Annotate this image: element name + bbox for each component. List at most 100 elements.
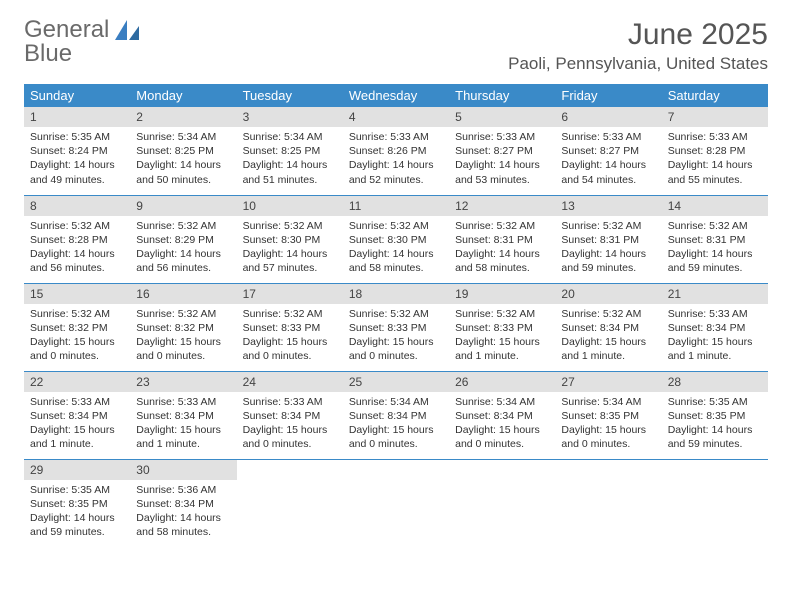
day-number: 2 bbox=[130, 107, 236, 127]
calendar-cell: .. bbox=[449, 459, 555, 547]
sunrise-line: Sunrise: 5:33 AM bbox=[455, 130, 549, 144]
calendar-cell: 23Sunrise: 5:33 AMSunset: 8:34 PMDayligh… bbox=[130, 371, 236, 459]
daylight-line: Daylight: 14 hours and 58 minutes. bbox=[455, 247, 549, 275]
sunset-line: Sunset: 8:34 PM bbox=[349, 409, 443, 423]
daylight-line: Daylight: 15 hours and 1 minute. bbox=[136, 423, 230, 451]
day-details: Sunrise: 5:35 AMSunset: 8:35 PMDaylight:… bbox=[24, 480, 130, 546]
sunrise-line: Sunrise: 5:32 AM bbox=[349, 307, 443, 321]
calendar-cell: 4Sunrise: 5:33 AMSunset: 8:26 PMDaylight… bbox=[343, 107, 449, 195]
sunrise-line: Sunrise: 5:34 AM bbox=[561, 395, 655, 409]
sunset-line: Sunset: 8:34 PM bbox=[668, 321, 762, 335]
sunrise-line: Sunrise: 5:32 AM bbox=[243, 219, 337, 233]
weekday-header: Sunday bbox=[24, 84, 130, 107]
sunrise-line: Sunrise: 5:32 AM bbox=[561, 219, 655, 233]
daylight-line: Daylight: 15 hours and 1 minute. bbox=[668, 335, 762, 363]
month-title: June 2025 bbox=[508, 18, 768, 52]
sunrise-line: Sunrise: 5:35 AM bbox=[668, 395, 762, 409]
sunrise-line: Sunrise: 5:33 AM bbox=[668, 307, 762, 321]
sunrise-line: Sunrise: 5:32 AM bbox=[455, 219, 549, 233]
calendar-cell: 20Sunrise: 5:32 AMSunset: 8:34 PMDayligh… bbox=[555, 283, 661, 371]
calendar-cell: .. bbox=[662, 459, 768, 547]
calendar-cell: 24Sunrise: 5:33 AMSunset: 8:34 PMDayligh… bbox=[237, 371, 343, 459]
sunrise-line: Sunrise: 5:34 AM bbox=[349, 395, 443, 409]
weekday-header: Thursday bbox=[449, 84, 555, 107]
daylight-line: Daylight: 15 hours and 0 minutes. bbox=[243, 423, 337, 451]
sunset-line: Sunset: 8:32 PM bbox=[136, 321, 230, 335]
weekday-header: Wednesday bbox=[343, 84, 449, 107]
calendar-cell: .. bbox=[555, 459, 661, 547]
calendar-cell: 13Sunrise: 5:32 AMSunset: 8:31 PMDayligh… bbox=[555, 195, 661, 283]
calendar-cell: 16Sunrise: 5:32 AMSunset: 8:32 PMDayligh… bbox=[130, 283, 236, 371]
calendar-week-row: 8Sunrise: 5:32 AMSunset: 8:28 PMDaylight… bbox=[24, 195, 768, 283]
sunset-line: Sunset: 8:34 PM bbox=[455, 409, 549, 423]
calendar-cell: 30Sunrise: 5:36 AMSunset: 8:34 PMDayligh… bbox=[130, 459, 236, 547]
brand-logo: General Blue bbox=[24, 18, 141, 66]
day-details: Sunrise: 5:32 AMSunset: 8:31 PMDaylight:… bbox=[662, 216, 768, 282]
daylight-line: Daylight: 15 hours and 1 minute. bbox=[455, 335, 549, 363]
daylight-line: Daylight: 14 hours and 50 minutes. bbox=[136, 158, 230, 186]
sunset-line: Sunset: 8:34 PM bbox=[561, 321, 655, 335]
sunrise-line: Sunrise: 5:32 AM bbox=[561, 307, 655, 321]
day-details: Sunrise: 5:34 AMSunset: 8:34 PMDaylight:… bbox=[449, 392, 555, 458]
calendar-cell: 1Sunrise: 5:35 AMSunset: 8:24 PMDaylight… bbox=[24, 107, 130, 195]
sunset-line: Sunset: 8:28 PM bbox=[30, 233, 124, 247]
day-number: 17 bbox=[237, 284, 343, 304]
day-number: 10 bbox=[237, 196, 343, 216]
brand-part2: Blue bbox=[24, 40, 72, 67]
calendar-cell: 27Sunrise: 5:34 AMSunset: 8:35 PMDayligh… bbox=[555, 371, 661, 459]
day-details: Sunrise: 5:34 AMSunset: 8:34 PMDaylight:… bbox=[343, 392, 449, 458]
day-number: 9 bbox=[130, 196, 236, 216]
day-details: Sunrise: 5:33 AMSunset: 8:27 PMDaylight:… bbox=[555, 127, 661, 193]
day-details: Sunrise: 5:33 AMSunset: 8:26 PMDaylight:… bbox=[343, 127, 449, 193]
daylight-line: Daylight: 15 hours and 0 minutes. bbox=[455, 423, 549, 451]
day-number: 25 bbox=[343, 372, 449, 392]
sunrise-line: Sunrise: 5:33 AM bbox=[30, 395, 124, 409]
calendar-week-row: 22Sunrise: 5:33 AMSunset: 8:34 PMDayligh… bbox=[24, 371, 768, 459]
day-details: Sunrise: 5:32 AMSunset: 8:34 PMDaylight:… bbox=[555, 304, 661, 370]
day-number: 4 bbox=[343, 107, 449, 127]
sunset-line: Sunset: 8:34 PM bbox=[30, 409, 124, 423]
day-details: Sunrise: 5:33 AMSunset: 8:34 PMDaylight:… bbox=[662, 304, 768, 370]
calendar-cell: 12Sunrise: 5:32 AMSunset: 8:31 PMDayligh… bbox=[449, 195, 555, 283]
calendar-cell: 9Sunrise: 5:32 AMSunset: 8:29 PMDaylight… bbox=[130, 195, 236, 283]
sunset-line: Sunset: 8:28 PM bbox=[668, 144, 762, 158]
calendar-cell: 17Sunrise: 5:32 AMSunset: 8:33 PMDayligh… bbox=[237, 283, 343, 371]
sunset-line: Sunset: 8:24 PM bbox=[30, 144, 124, 158]
day-number: 3 bbox=[237, 107, 343, 127]
calendar-table: SundayMondayTuesdayWednesdayThursdayFrid… bbox=[24, 84, 768, 547]
day-details: Sunrise: 5:33 AMSunset: 8:34 PMDaylight:… bbox=[24, 392, 130, 458]
calendar-cell: 21Sunrise: 5:33 AMSunset: 8:34 PMDayligh… bbox=[662, 283, 768, 371]
day-details: Sunrise: 5:32 AMSunset: 8:30 PMDaylight:… bbox=[237, 216, 343, 282]
title-block: June 2025 Paoli, Pennsylvania, United St… bbox=[508, 18, 768, 74]
daylight-line: Daylight: 14 hours and 54 minutes. bbox=[561, 158, 655, 186]
calendar-cell: 19Sunrise: 5:32 AMSunset: 8:33 PMDayligh… bbox=[449, 283, 555, 371]
day-number: 5 bbox=[449, 107, 555, 127]
daylight-line: Daylight: 15 hours and 1 minute. bbox=[561, 335, 655, 363]
sunrise-line: Sunrise: 5:33 AM bbox=[243, 395, 337, 409]
sunrise-line: Sunrise: 5:32 AM bbox=[30, 307, 124, 321]
sunset-line: Sunset: 8:34 PM bbox=[136, 409, 230, 423]
day-number: 8 bbox=[24, 196, 130, 216]
calendar-cell: 25Sunrise: 5:34 AMSunset: 8:34 PMDayligh… bbox=[343, 371, 449, 459]
calendar-cell: 29Sunrise: 5:35 AMSunset: 8:35 PMDayligh… bbox=[24, 459, 130, 547]
sunset-line: Sunset: 8:35 PM bbox=[668, 409, 762, 423]
sunrise-line: Sunrise: 5:35 AM bbox=[30, 130, 124, 144]
day-number: 24 bbox=[237, 372, 343, 392]
sunset-line: Sunset: 8:25 PM bbox=[243, 144, 337, 158]
day-number: 12 bbox=[449, 196, 555, 216]
sunrise-line: Sunrise: 5:32 AM bbox=[136, 219, 230, 233]
calendar-cell: .. bbox=[343, 459, 449, 547]
day-number: 16 bbox=[130, 284, 236, 304]
sunrise-line: Sunrise: 5:32 AM bbox=[136, 307, 230, 321]
day-details: Sunrise: 5:32 AMSunset: 8:33 PMDaylight:… bbox=[237, 304, 343, 370]
day-details: Sunrise: 5:36 AMSunset: 8:34 PMDaylight:… bbox=[130, 480, 236, 546]
sunset-line: Sunset: 8:32 PM bbox=[30, 321, 124, 335]
calendar-header-row: SundayMondayTuesdayWednesdayThursdayFrid… bbox=[24, 84, 768, 107]
day-details: Sunrise: 5:32 AMSunset: 8:28 PMDaylight:… bbox=[24, 216, 130, 282]
day-details: Sunrise: 5:34 AMSunset: 8:25 PMDaylight:… bbox=[130, 127, 236, 193]
calendar-cell: 14Sunrise: 5:32 AMSunset: 8:31 PMDayligh… bbox=[662, 195, 768, 283]
sunset-line: Sunset: 8:26 PM bbox=[349, 144, 443, 158]
calendar-cell: 11Sunrise: 5:32 AMSunset: 8:30 PMDayligh… bbox=[343, 195, 449, 283]
calendar-cell: .. bbox=[237, 459, 343, 547]
calendar-cell: 10Sunrise: 5:32 AMSunset: 8:30 PMDayligh… bbox=[237, 195, 343, 283]
